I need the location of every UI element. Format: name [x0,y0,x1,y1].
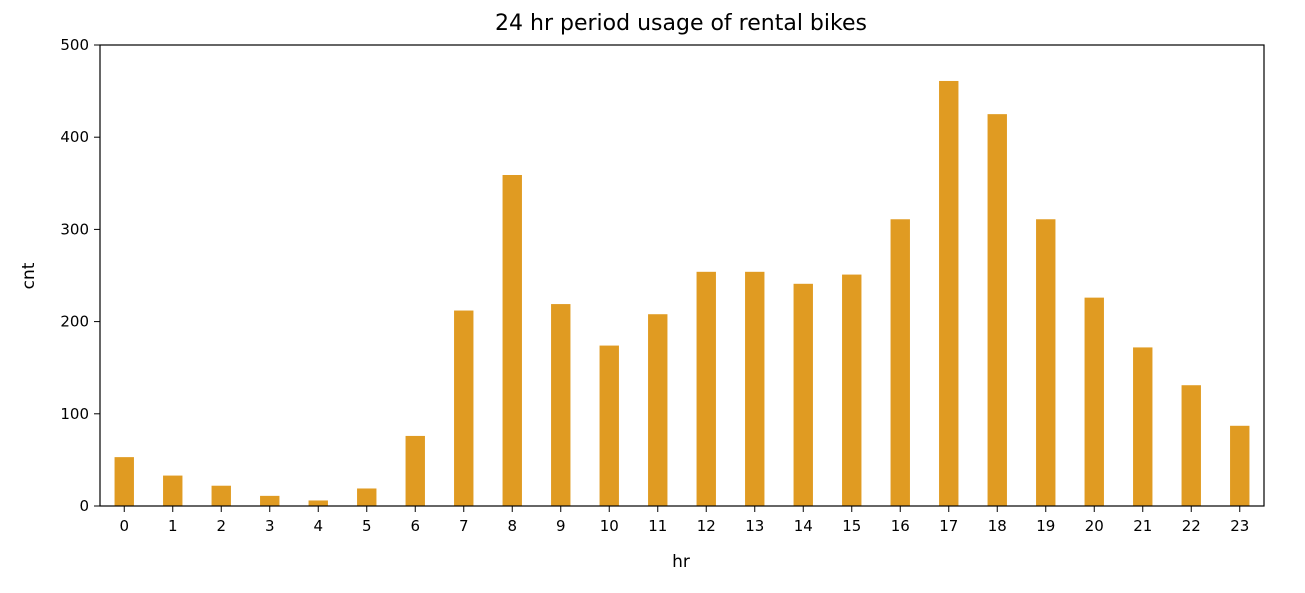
y-axis-label: cnt [19,262,39,289]
x-tick-label-6: 6 [410,517,420,535]
bar-hr-3 [260,495,280,506]
bar-hr-10 [599,345,619,506]
x-tick-label-9: 9 [556,517,566,535]
x-tick-label-22: 22 [1182,517,1201,535]
x-tick-label-8: 8 [507,517,517,535]
bar-hr-12 [696,271,716,506]
x-tick-label-12: 12 [697,517,716,535]
x-tick-label-13: 13 [745,517,764,535]
bar-hr-23 [1230,425,1250,506]
bar-hr-15 [842,274,862,506]
bar-hr-5 [357,488,377,506]
x-tick-label-21: 21 [1133,517,1152,535]
bar-hr-11 [648,314,668,506]
bar-hr-17 [939,80,959,507]
chart-title: 24 hr period usage of rental bikes [495,11,867,36]
bar-hr-14 [793,283,813,506]
plot-frame [99,44,1265,507]
bar-hr-16 [890,219,910,506]
x-tick-label-10: 10 [600,517,619,535]
x-tick-label-1: 1 [168,517,178,535]
bar-hr-6 [405,435,425,506]
x-tick-label-0: 0 [119,517,129,535]
y-tick-label-500: 500 [60,36,89,54]
y-tick-label-200: 200 [60,313,89,331]
x-tick-label-11: 11 [648,517,667,535]
bar-hr-19 [1036,219,1056,506]
x-tick-label-20: 20 [1085,517,1104,535]
x-tick-label-14: 14 [794,517,813,535]
bar-hr-9 [551,304,571,506]
x-tick-label-2: 2 [216,517,226,535]
bar-hr-21 [1133,347,1153,506]
bar-hr-2 [211,485,231,506]
x-tick-label-23: 23 [1230,517,1249,535]
x-tick-label-16: 16 [891,517,910,535]
x-axis-label: hr [672,552,690,572]
y-tick-label-300: 300 [60,220,89,238]
x-tick-label-5: 5 [362,517,372,535]
x-tick-label-17: 17 [939,517,958,535]
x-tick-label-7: 7 [459,517,469,535]
x-tick-label-19: 19 [1036,517,1055,535]
x-tick-label-15: 15 [842,517,861,535]
bar-hr-20 [1084,297,1104,506]
x-tick-label-4: 4 [313,517,323,535]
bar-hr-18 [987,114,1007,507]
x-axis: 0 1 2 3 4 5 6 7 8 9 10 11 12 13 14 15 16 17 18 19 20 21 22 23 [119,506,1249,535]
bar-hr-8 [502,175,522,506]
bar-hr-7 [454,310,474,506]
y-tick-label-400: 400 [60,128,89,146]
y-tick-label-100: 100 [60,405,89,423]
bar-hr-1 [163,475,183,506]
y-tick-label-0: 0 [79,497,89,515]
bars-group [114,80,1250,507]
bar-hr-4 [308,500,328,506]
x-tick-label-3: 3 [265,517,275,535]
bar-hr-22 [1181,385,1201,506]
bar-hr-0 [114,457,134,506]
x-tick-label-18: 18 [988,517,1007,535]
bar-hr-13 [745,271,765,506]
y-axis: 0 100 200 300 400 500 [60,36,100,515]
